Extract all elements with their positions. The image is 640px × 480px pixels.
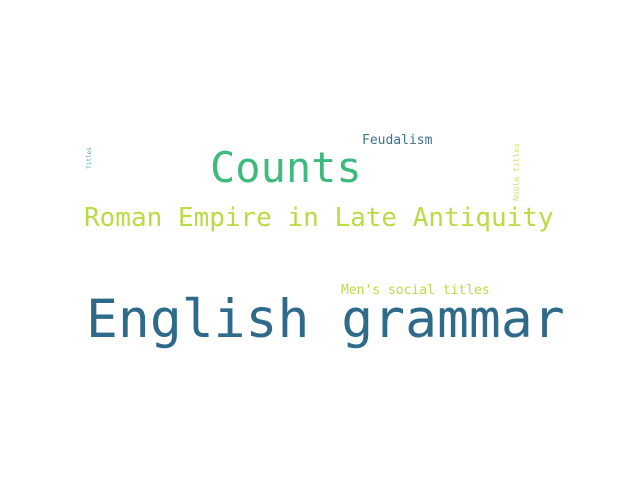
word-counts: Counts [210,143,362,192]
word-english-grammar: English grammar [86,289,565,350]
word-noble-titles: Noble titles [512,143,521,201]
word-roman-empire-in-late-antiquity: Roman Empire in Late Antiquity [84,203,554,233]
word-titles: Titles [86,147,93,169]
word-feudalism: Feudalism [362,133,433,148]
word-mens-social-titles: Men's social titles [341,283,490,298]
